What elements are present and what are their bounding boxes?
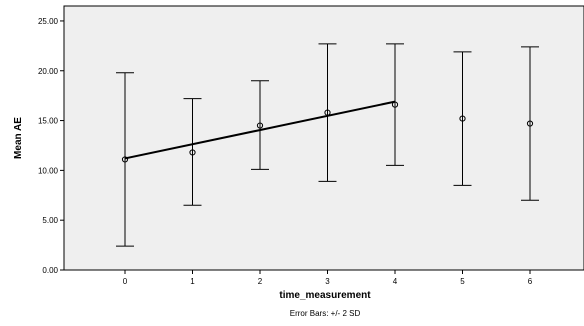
footnote: Error Bars: +/- 2 SD	[290, 309, 361, 318]
x-tick-label: 2	[258, 277, 263, 286]
mean-point	[189, 149, 196, 156]
y-tick-label: 15.00	[38, 117, 59, 126]
y-tick-label: 20.00	[38, 67, 59, 76]
mean-point	[256, 122, 264, 129]
x-axis: 0 1 2 3 4 5 6	[123, 270, 533, 286]
y-tick-label: 10.00	[38, 166, 59, 175]
y-axis: 0.00 5.00 10.00 15.00 20.00 25.00	[38, 17, 64, 275]
error-bar	[386, 43, 404, 166]
error-bars	[116, 43, 539, 247]
y-tick-label: 5.00	[42, 216, 58, 225]
mean-point	[324, 109, 331, 116]
y-tick-label: 0.00	[42, 266, 58, 275]
x-tick-label: 0	[123, 277, 128, 286]
x-tick-label: 4	[393, 277, 398, 286]
mean-points	[121, 101, 534, 163]
x-tick-label: 1	[190, 277, 195, 286]
y-tick-label: 25.00	[38, 17, 59, 26]
error-bar	[521, 46, 539, 201]
x-tick-label: 5	[460, 277, 465, 286]
mean-point	[121, 156, 129, 163]
x-tick-label: 3	[325, 277, 330, 286]
fit-line	[124, 100, 396, 160]
mean-point	[459, 115, 466, 122]
error-bar	[453, 51, 472, 186]
error-bar	[116, 72, 134, 247]
error-bar	[251, 80, 269, 170]
plot-area	[63, 5, 584, 271]
y-axis-title: Mean AE	[13, 117, 24, 159]
error-bar	[183, 98, 202, 206]
x-axis-title: time_measurement	[279, 290, 371, 301]
mean-point	[391, 101, 399, 108]
error-bar	[318, 43, 337, 182]
x-tick-label: 6	[528, 277, 533, 286]
mean-point	[526, 120, 534, 127]
fit-line-layer	[124, 100, 396, 160]
